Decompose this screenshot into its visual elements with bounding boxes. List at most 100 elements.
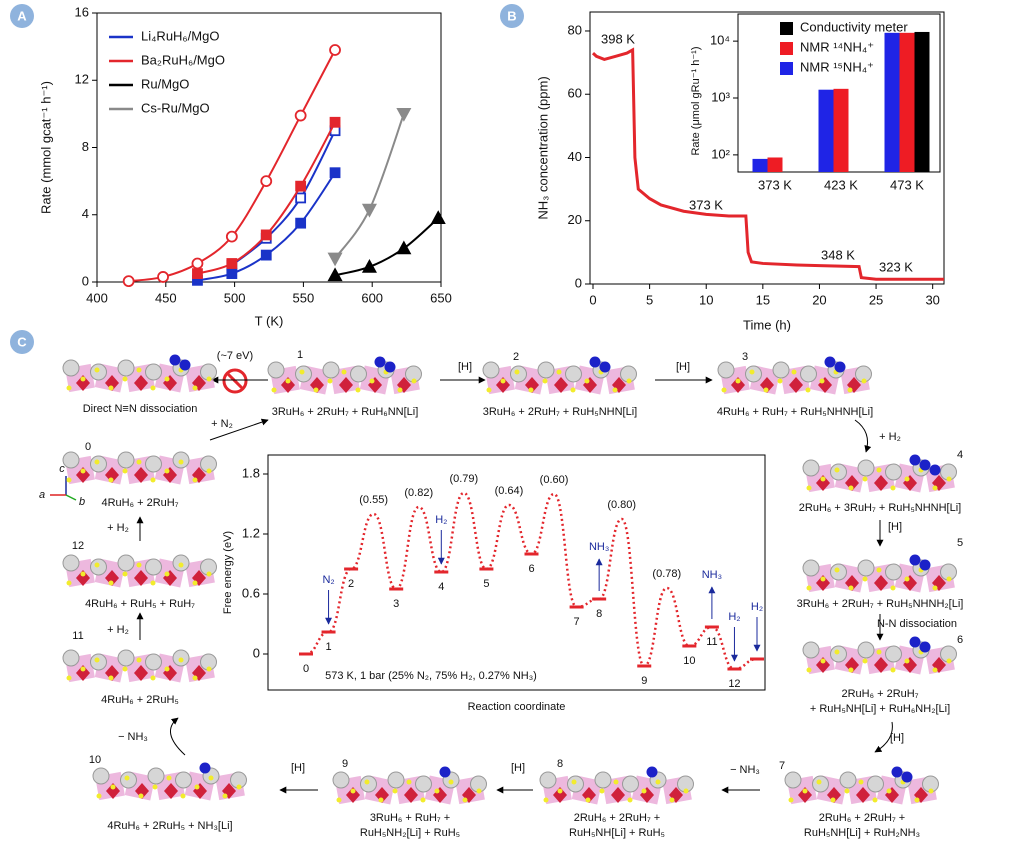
atom-ru bbox=[582, 787, 596, 803]
atom-h bbox=[848, 485, 854, 491]
direct-energy: (~7 eV) bbox=[217, 350, 253, 362]
state-formula: 3RuH₆ + 2RuH₇ + RuH₆NN[Li] bbox=[272, 406, 419, 418]
atom-h bbox=[890, 485, 896, 491]
arrow-label: [H] bbox=[676, 361, 690, 373]
atom-gray bbox=[482, 361, 500, 379]
atom-ru bbox=[874, 657, 888, 673]
y-tick-label: 1.2 bbox=[242, 525, 260, 540]
atom-h bbox=[80, 468, 86, 474]
atom-n bbox=[179, 359, 191, 371]
atom-n bbox=[384, 361, 396, 373]
atom-h bbox=[735, 378, 741, 384]
atom-h bbox=[613, 779, 619, 785]
atom-gray bbox=[145, 363, 162, 381]
atom-ru bbox=[375, 787, 389, 803]
data-point bbox=[260, 229, 272, 241]
arrow-label: + N₂ bbox=[211, 418, 233, 430]
y-tick-label: 8 bbox=[82, 139, 89, 154]
atom-h bbox=[500, 378, 506, 384]
state-formula: 3RuH₆ + 2RuH₇ + RuH₅NHNH₂[Li] bbox=[797, 598, 964, 610]
atom-ru bbox=[760, 377, 774, 393]
state-formula: 4RuH₆ + 2RuH₅ + NH₃[Li] bbox=[107, 820, 232, 832]
atom-h bbox=[406, 779, 412, 785]
data-point bbox=[157, 271, 169, 283]
atom-ru bbox=[404, 787, 418, 803]
atom-h bbox=[122, 468, 128, 474]
atom-h bbox=[122, 571, 128, 577]
bar bbox=[884, 32, 900, 172]
arrow-label: − NH₃ bbox=[118, 731, 148, 743]
arrow-label: N-N dissociation bbox=[877, 618, 957, 630]
legend-label: Ba₂RuH₆/MgO bbox=[141, 52, 225, 67]
atom-h bbox=[612, 387, 618, 393]
state-label: 10 bbox=[683, 655, 695, 667]
atom-gray bbox=[387, 771, 405, 789]
atom-ru bbox=[346, 787, 360, 803]
x-tick-label: 473 K bbox=[890, 177, 924, 192]
atom-ru bbox=[798, 787, 812, 803]
state-formula: 2RuH₆ + 3RuH₇ + RuH₅NHNH[Li] bbox=[799, 502, 961, 514]
atom-h bbox=[80, 666, 86, 672]
arrow-label: [H] bbox=[291, 762, 305, 774]
barrier-label: (0.80) bbox=[607, 499, 636, 511]
atom-h bbox=[932, 485, 938, 491]
atom-h bbox=[313, 387, 319, 393]
atom-gray bbox=[839, 771, 857, 789]
atom-gray bbox=[117, 554, 135, 572]
ban-icon bbox=[222, 368, 248, 394]
axis-letter: c bbox=[59, 463, 65, 475]
y-tick-label: 12 bbox=[75, 72, 89, 87]
data-point bbox=[122, 275, 135, 288]
structure bbox=[802, 636, 957, 675]
atom-h bbox=[94, 459, 100, 465]
annotation: 398 K bbox=[601, 31, 635, 46]
data-point bbox=[191, 257, 204, 270]
atom-ru bbox=[845, 657, 859, 673]
x-tick-label: 30 bbox=[925, 292, 939, 307]
atom-h bbox=[946, 576, 952, 582]
atom-h bbox=[683, 788, 689, 794]
legend-swatch bbox=[780, 42, 793, 55]
atom-h bbox=[136, 562, 142, 568]
atom-gray bbox=[784, 771, 802, 789]
atom-gray bbox=[857, 559, 875, 577]
atom-h bbox=[655, 779, 661, 785]
atom-ru bbox=[816, 657, 830, 673]
atom-h bbox=[192, 477, 198, 483]
arrow-label: − NH₃ bbox=[730, 764, 760, 776]
atom-ru bbox=[134, 467, 148, 483]
atom-h bbox=[136, 367, 142, 373]
atom-h bbox=[844, 788, 850, 794]
atom-n bbox=[169, 354, 181, 366]
atom-h bbox=[834, 649, 840, 655]
state-number: 12 bbox=[72, 540, 84, 552]
state-number: 9 bbox=[342, 758, 348, 770]
reaction-arrow bbox=[854, 419, 872, 453]
atom-h bbox=[904, 576, 910, 582]
arrow-label: + H₂ bbox=[107, 522, 129, 534]
bar bbox=[752, 158, 768, 172]
bar bbox=[914, 31, 930, 173]
panel-letter: C bbox=[17, 334, 27, 349]
y-tick-label: 0 bbox=[82, 273, 89, 288]
state-formula: 4RuH₆ + RuH₇ + RuH₅NHNH[Li] bbox=[717, 406, 873, 418]
atom-h bbox=[626, 378, 632, 384]
atom-h bbox=[585, 797, 591, 803]
atom-h bbox=[369, 378, 375, 384]
atom-gray bbox=[415, 775, 432, 793]
state-formula: 3RuH₆ + RuH₇ + bbox=[370, 812, 450, 824]
y-tick-label: 10⁴ bbox=[710, 33, 730, 48]
atom-n bbox=[909, 636, 921, 648]
atom-ru bbox=[76, 570, 90, 586]
axis-letter: a bbox=[39, 489, 45, 501]
state-number: 8 bbox=[557, 758, 563, 770]
data-point bbox=[294, 109, 307, 122]
x-tick-label: 400 bbox=[86, 290, 108, 305]
atom-h bbox=[476, 788, 482, 794]
state-number: 10 bbox=[89, 754, 101, 766]
atom-gray bbox=[622, 775, 639, 793]
atom-h bbox=[192, 580, 198, 586]
atom-h bbox=[669, 797, 675, 803]
